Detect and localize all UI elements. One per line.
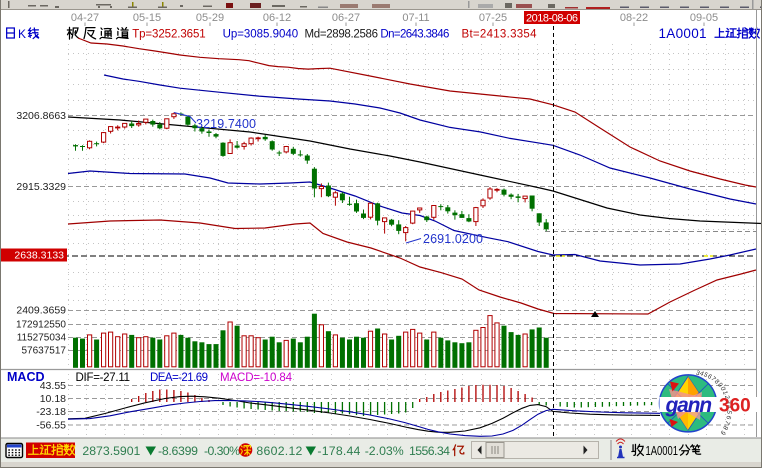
svg-text:4: 4 (725, 405, 732, 410)
svg-text:1A0001: 1A0001 (646, 444, 679, 458)
svg-text:1A0001: 1A0001 (659, 26, 707, 41)
svg-text:7: 7 (723, 419, 731, 426)
svg-text:5: 5 (702, 371, 709, 379)
svg-text:MACD: MACD (7, 370, 45, 384)
svg-text:2409.3659: 2409.3659 (16, 305, 66, 317)
svg-text:10.18: 10.18 (40, 393, 66, 405)
svg-text:gann: gann (665, 394, 712, 417)
svg-text:MACD=-10.84: MACD=-10.84 (220, 372, 293, 384)
svg-text:06-12: 06-12 (263, 12, 291, 24)
svg-text:05-29: 05-29 (196, 12, 224, 24)
svg-text:3: 3 (724, 400, 731, 404)
svg-text:08-22: 08-22 (620, 12, 648, 24)
svg-text:2: 2 (723, 395, 731, 400)
svg-text:4: 4 (699, 370, 706, 378)
svg-text:8: 8 (721, 424, 729, 431)
svg-text:05-15: 05-15 (133, 12, 161, 24)
svg-text:Tp=3252.3651: Tp=3252.3651 (132, 29, 206, 41)
svg-text:Md=2898.2586: Md=2898.2586 (305, 29, 379, 41)
svg-text:Dn=2643.3846: Dn=2643.3846 (380, 29, 449, 41)
svg-text:115275034: 115275034 (17, 332, 67, 343)
svg-text:3: 3 (695, 370, 701, 378)
svg-text:07-25: 07-25 (479, 12, 507, 24)
svg-text:172912550: 172912550 (16, 319, 66, 330)
svg-text:-56.55: -56.55 (36, 420, 66, 432)
svg-text:0: 0 (719, 386, 727, 392)
svg-text:09-05: 09-05 (690, 12, 718, 24)
svg-text:-178.44: -178.44 (317, 444, 360, 458)
svg-text:1: 1 (721, 390, 729, 396)
svg-text:3206.8663: 3206.8663 (16, 110, 66, 122)
svg-text:6: 6 (706, 373, 714, 381)
svg-text:2638.3133: 2638.3133 (14, 250, 64, 262)
svg-text:57637517: 57637517 (22, 345, 67, 356)
svg-text:1556.34: 1556.34 (409, 444, 450, 458)
svg-text:DEA=-21.69: DEA=-21.69 (150, 372, 208, 384)
svg-text:04-27: 04-27 (71, 12, 99, 24)
svg-text:07-11: 07-11 (402, 12, 429, 24)
svg-text:9: 9 (718, 429, 726, 437)
svg-text:5: 5 (725, 410, 733, 415)
svg-text:Up=3085.9040: Up=3085.9040 (223, 29, 299, 41)
svg-text:06-27: 06-27 (332, 12, 360, 24)
svg-text:7: 7 (709, 375, 717, 383)
svg-text:2691.0200: 2691.0200 (423, 232, 483, 246)
svg-text:3219.7400: 3219.7400 (196, 117, 256, 131)
svg-text:K: K (18, 27, 26, 41)
svg-text:-8.6399: -8.6399 (158, 444, 198, 458)
svg-text:8: 8 (713, 378, 721, 385)
svg-text:43.55: 43.55 (40, 380, 66, 392)
svg-text:-0.30%: -0.30% (204, 444, 240, 458)
svg-text:-2.03%: -2.03% (365, 444, 404, 458)
svg-text:2018-08-06: 2018-08-06 (526, 13, 578, 25)
svg-text:2873.5901: 2873.5901 (82, 444, 140, 458)
svg-text:8602.12: 8602.12 (256, 444, 302, 458)
svg-text:360: 360 (719, 396, 751, 417)
svg-text:-23.18: -23.18 (36, 406, 66, 418)
svg-text:Bt=2413.3354: Bt=2413.3354 (462, 29, 538, 41)
svg-text:9: 9 (716, 382, 724, 389)
svg-text:2915.3329: 2915.3329 (16, 181, 66, 193)
svg-text:DIF=-27.11: DIF=-27.11 (76, 372, 131, 384)
svg-text:6: 6 (724, 414, 732, 420)
